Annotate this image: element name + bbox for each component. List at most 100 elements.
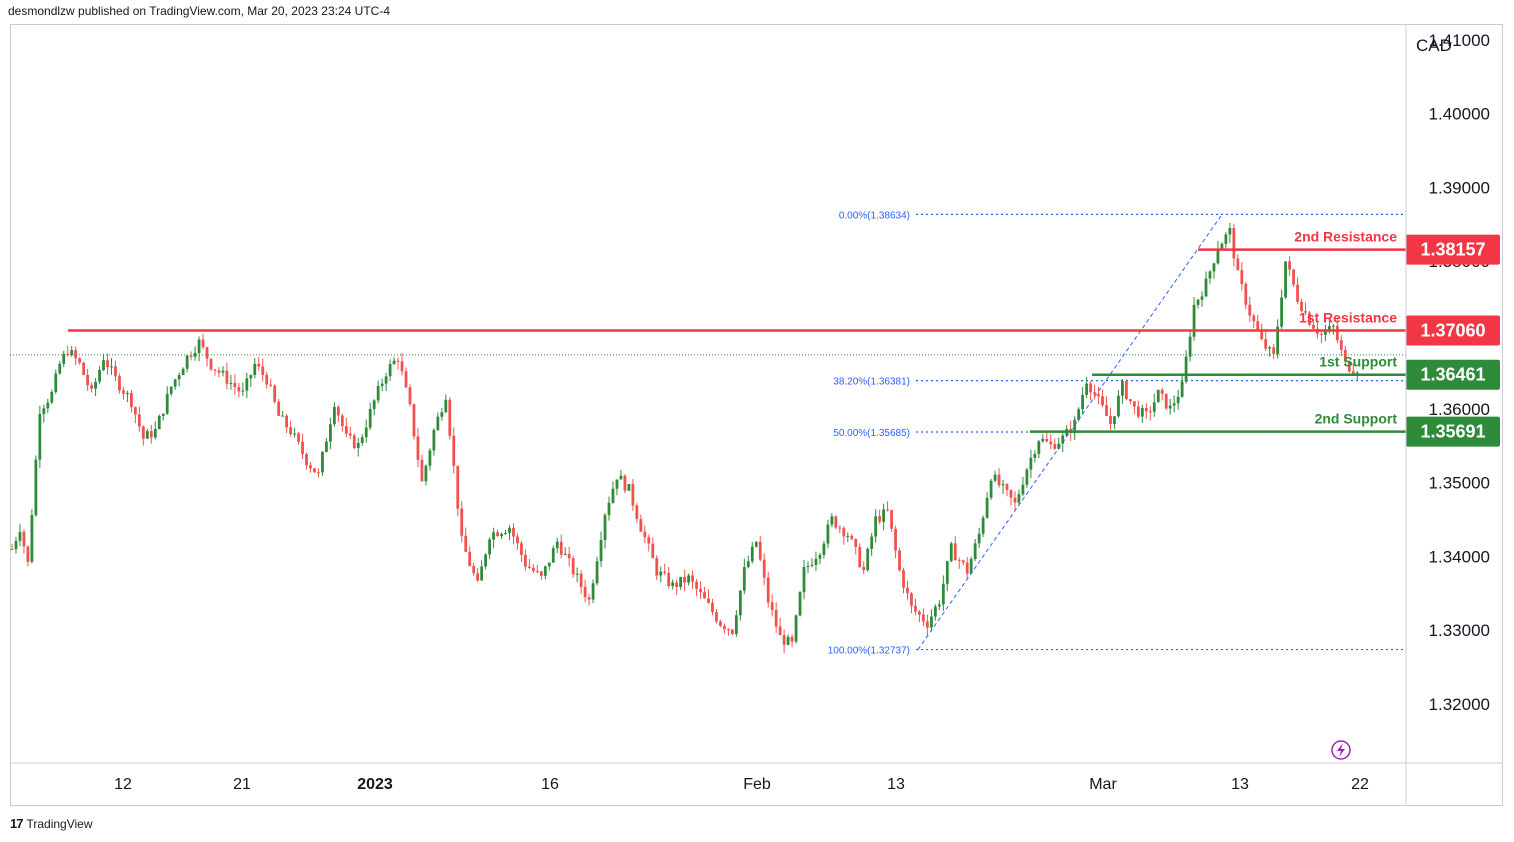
candle-body <box>790 636 794 642</box>
candle-body <box>106 360 109 368</box>
candle-body <box>551 548 555 563</box>
candle-body <box>1033 453 1037 458</box>
candle-body <box>798 592 802 616</box>
candle-body <box>189 355 193 357</box>
candle-body <box>826 524 830 544</box>
fibonacci-retracement: 0.00%(1.38634) 38.20%(1.36381) 50.00%(1.35… <box>828 210 1406 657</box>
level-price-value: 1.37060 <box>1420 321 1485 341</box>
candle-body <box>1192 304 1196 337</box>
candle-body <box>941 583 945 605</box>
candle-body <box>329 424 332 442</box>
candle-body <box>114 366 117 377</box>
candle-body <box>416 436 420 460</box>
candle-body <box>906 587 909 594</box>
candle-body <box>62 353 66 364</box>
candle-body <box>711 602 714 613</box>
candle-body <box>977 533 981 544</box>
candle-body <box>169 386 173 394</box>
level-label: 2nd Resistance <box>1294 229 1397 245</box>
candle-body <box>727 629 730 631</box>
candle-body <box>774 609 778 627</box>
candle-body <box>539 571 543 576</box>
candle-body <box>1101 396 1104 406</box>
candle-body <box>293 433 296 435</box>
candle-body <box>1351 371 1355 374</box>
candle-body <box>949 543 953 562</box>
candle-body <box>193 353 197 357</box>
candle-body <box>360 437 364 444</box>
candle-body <box>579 573 583 587</box>
candle-body <box>754 541 758 547</box>
candle-body <box>376 386 380 401</box>
candle-body <box>914 605 917 612</box>
candle-body <box>1347 361 1351 372</box>
candle-body <box>177 375 181 380</box>
candle-body <box>531 567 535 572</box>
candle-body <box>587 597 591 600</box>
candle-body <box>98 369 101 382</box>
candle-body <box>1049 441 1053 445</box>
candle-body <box>918 611 921 615</box>
candle-body <box>384 376 388 384</box>
level-label: 1st Resistance <box>1299 310 1397 326</box>
candle-body <box>249 375 253 379</box>
candle-body <box>858 547 862 567</box>
candle-body <box>874 516 878 537</box>
candle-body <box>74 350 78 359</box>
candle-body <box>1093 392 1096 395</box>
candle-body <box>810 564 814 566</box>
candle-body <box>655 558 659 576</box>
candle-body <box>945 561 949 584</box>
candle-body <box>699 588 702 593</box>
candle-body <box>141 426 145 439</box>
candle-body <box>1136 406 1140 417</box>
candle-body <box>929 616 933 628</box>
candle-body <box>352 435 356 449</box>
candle-body <box>1057 443 1061 449</box>
candle-body <box>1172 403 1176 406</box>
candle-body <box>301 441 304 455</box>
candle-body <box>679 576 683 587</box>
candle-body <box>1335 325 1339 341</box>
candle-body <box>78 358 82 363</box>
candle-body <box>181 368 185 376</box>
candle-body <box>898 550 901 571</box>
candle-body <box>993 474 997 481</box>
candle-body <box>866 548 870 571</box>
candle-body <box>420 459 424 482</box>
candle-body <box>846 535 850 537</box>
lightning-icon[interactable] <box>1331 740 1351 760</box>
candle-body <box>746 561 750 568</box>
candle-body <box>38 414 42 460</box>
candle-body <box>432 430 436 451</box>
candle-body <box>639 519 643 532</box>
candle-body <box>782 635 786 645</box>
candle-body <box>1144 408 1148 412</box>
candle-body <box>364 427 368 438</box>
candle-body <box>595 561 599 584</box>
fib-level-label: 100.00%(1.32737) <box>828 646 910 657</box>
level-price-badge <box>1406 234 1500 265</box>
candle-body <box>1343 349 1347 362</box>
candle-body <box>1176 396 1180 404</box>
candle-body <box>122 390 125 394</box>
candle-body <box>659 571 663 576</box>
candle-body <box>575 573 579 575</box>
candle-body <box>50 391 54 403</box>
candle-body <box>340 415 344 427</box>
candle-body <box>842 528 846 537</box>
candle-body <box>82 362 86 375</box>
candle-body <box>603 515 607 541</box>
tradingview-logo-icon: 17 <box>10 816 24 831</box>
candle-body <box>500 533 503 537</box>
candle-body <box>460 508 464 536</box>
candle-body <box>1204 278 1208 297</box>
candle-body <box>1272 347 1276 354</box>
candle-body <box>133 407 137 415</box>
candle-body <box>882 509 886 522</box>
candle-body <box>488 539 491 555</box>
level-price-badge <box>1406 416 1500 447</box>
candle-body <box>1339 340 1343 350</box>
time-axis[interactable]: 12 21 2023 16 Feb 13 Mar 13 22 <box>114 776 1369 793</box>
